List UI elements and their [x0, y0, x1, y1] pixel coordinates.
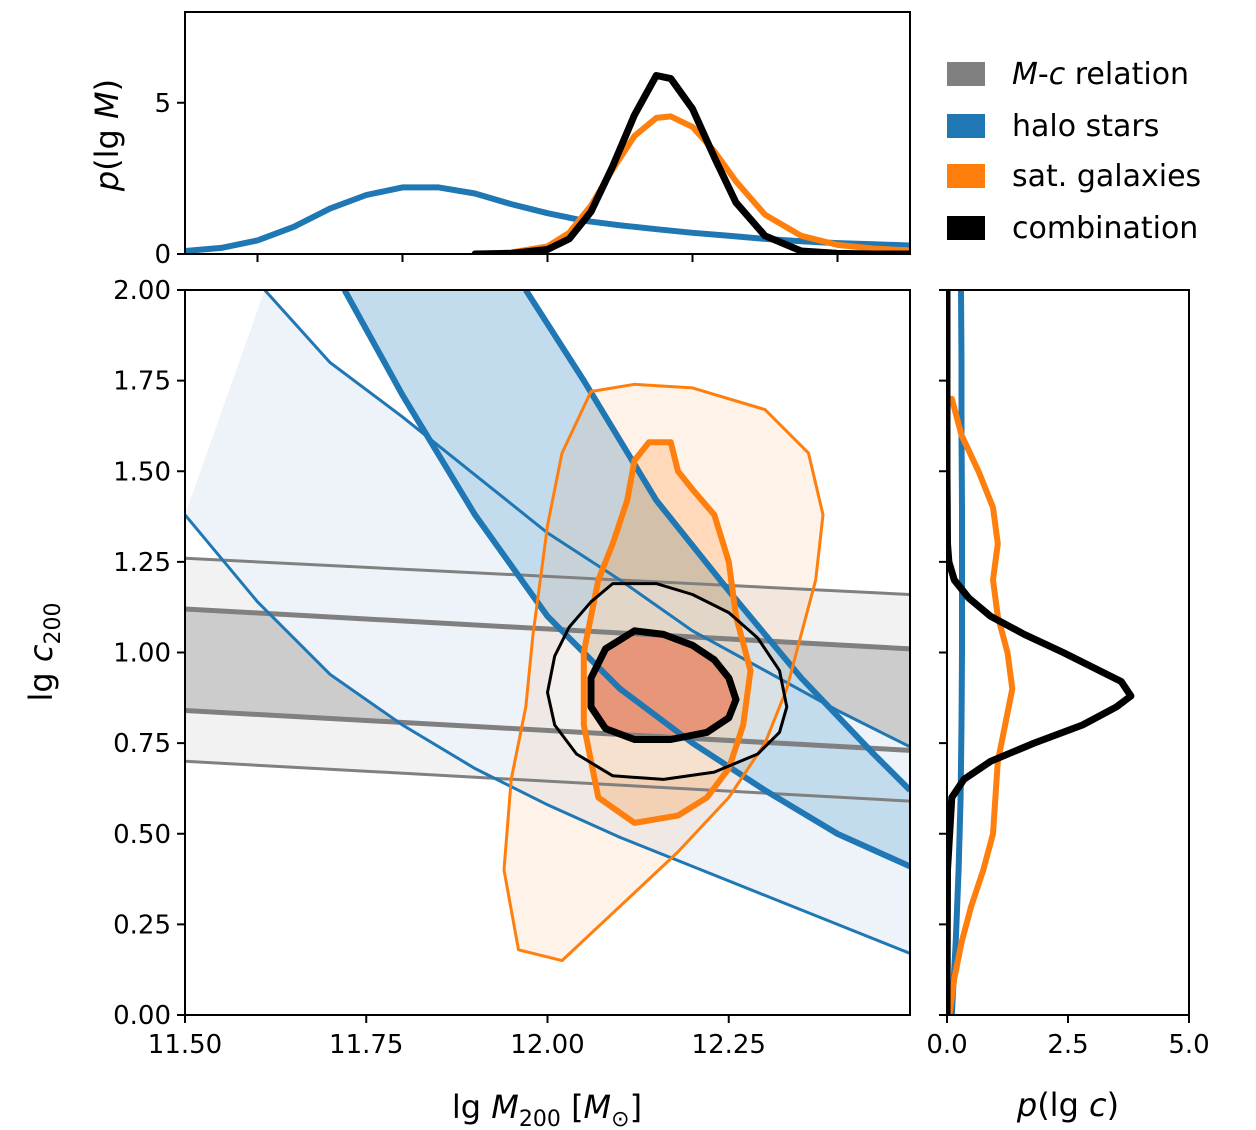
main-ylabel: lg c200: [22, 603, 66, 702]
legend-swatch-mc-relation: [947, 62, 985, 86]
sat-galaxies-inner-contour: [580, 439, 754, 826]
legend-label-sat-galaxies: sat. galaxies: [1012, 159, 1201, 194]
main-ticks: 11.50 11.75 12.00 12.25 0.00 0.25 0.50 0.75 1.00…: [113, 276, 766, 1060]
main-ytick-label: 0.75: [113, 729, 171, 759]
halo-stars-inner-upper-line: [523, 290, 910, 793]
legend-label-halo-stars: halo stars: [1012, 109, 1159, 144]
top-ticks: 05: [154, 89, 839, 270]
right-xlabel: p(lg c): [1016, 1086, 1119, 1124]
right-curve-combination: [947, 290, 1135, 1015]
halo-stars-outer-upper-line: [263, 290, 910, 749]
main-xtick-label: 11.50: [148, 1030, 222, 1060]
main-ytick-label: 0.00: [113, 1001, 171, 1031]
legend-label-combination: combination: [1012, 211, 1198, 246]
top-curve-halo-stars: [185, 184, 910, 254]
main-ytick-label: 1.75: [113, 367, 171, 397]
top-ytick-label: 0: [154, 240, 171, 270]
right-xtick-label: 0.0: [926, 1030, 967, 1060]
halo-stars-outer-band: [185, 290, 910, 954]
mc-relation-outer-lower-line: [185, 759, 910, 803]
top-panel: 05 p(lg M): [88, 11, 911, 270]
top-panel-frame: [184, 11, 911, 255]
main-xtick-label: 12.25: [692, 1030, 766, 1060]
legend: M-c relation halo stars sat. galaxies co…: [947, 57, 1201, 246]
halo-stars-inner-band: [344, 290, 910, 867]
main-ytick-label: 0.50: [113, 820, 171, 850]
top-ylabel: p(lg M): [88, 79, 126, 192]
combination-inner-contour: [587, 627, 740, 743]
combination-outer-contour: [546, 582, 789, 781]
legend-swatch-sat-galaxies: [947, 164, 985, 188]
legend-swatch-combination: [947, 216, 985, 240]
main-ytick-label: 1.25: [113, 548, 171, 578]
main-xtick-label: 12.00: [510, 1030, 584, 1060]
main-ytick-label: 1.00: [113, 639, 171, 669]
right-curve-sat-galaxies: [947, 395, 1016, 1015]
mc-relation-outer-upper-line: [185, 556, 910, 596]
right-xtick-label: 2.5: [1047, 1030, 1088, 1060]
main-ytick-label: 0.25: [113, 910, 171, 940]
main-regions: [185, 290, 910, 963]
main-ytick-label: 1.50: [113, 457, 171, 487]
legend-swatch-halo-stars: [947, 114, 985, 138]
top-ytick-label: 5: [154, 89, 171, 119]
combination-inner-fill: [591, 630, 736, 740]
right-ticks: 0.0 2.5 5.0: [926, 289, 1210, 1060]
halo-stars-outer-lower-line: [185, 513, 910, 955]
right-xtick-label: 5.0: [1168, 1030, 1209, 1060]
top-curves: [185, 72, 910, 254]
right-curve-halo-stars: [948, 290, 965, 1015]
mc-relation-inner-lower-line: [185, 708, 910, 753]
top-curve-combination: [471, 72, 910, 254]
right-curves: [947, 290, 1135, 1015]
main-panel: 11.50 11.75 12.00 12.25 0.00 0.25 0.50 0.75 1.00…: [22, 276, 911, 1130]
main-xtick-label: 11.75: [329, 1030, 403, 1060]
halo-stars-inner-lower-line: [341, 290, 910, 870]
mc-relation-inner-upper-line: [185, 606, 910, 652]
sat-galaxies-outer-contour: [502, 382, 825, 963]
main-ytick-label: 2.00: [113, 276, 171, 306]
top-curve-sat-galaxies: [472, 113, 910, 254]
right-panel: 0.0 2.5 5.0 p(lg c): [926, 289, 1210, 1124]
main-xlabel: lg M200 [M⊙]: [452, 1088, 642, 1130]
legend-label-mc-relation: M-c relation: [1012, 57, 1189, 92]
